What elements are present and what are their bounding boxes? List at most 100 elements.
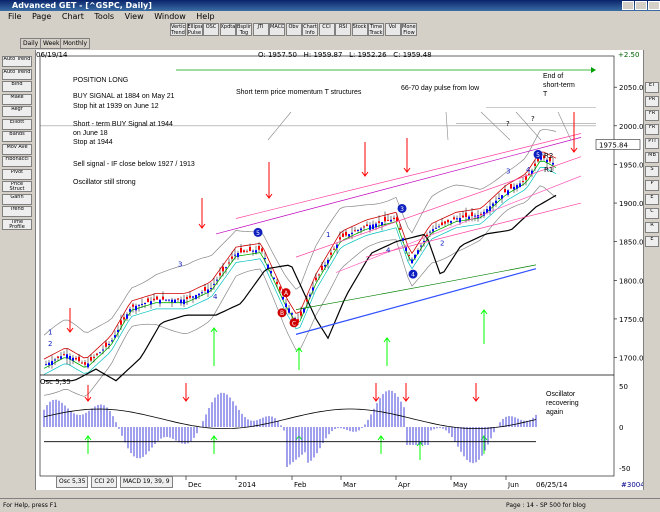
menu-tools[interactable]: Tools — [94, 12, 115, 21]
menu-view[interactable]: View — [124, 12, 144, 21]
end-short-term-note: short-term — [543, 82, 575, 89]
candle-body — [156, 296, 158, 300]
candle-body — [126, 314, 128, 319]
candle-body — [135, 305, 137, 311]
right-tool-6[interactable]: S — [645, 166, 659, 177]
right-tool-2[interactable]: FR — [645, 110, 659, 121]
toolbar-button-11[interactable]: Stock — [351, 23, 368, 36]
left-tool-1[interactable]: Auto Trend — [2, 68, 32, 80]
left-tool-0[interactable]: Auto Trend — [2, 56, 32, 67]
minimize-button[interactable] — [622, 1, 634, 10]
chart-area[interactable]: 5 3 4 5 A B C 1 2 3 4 1 4 2 3 4 R2 R1?? POSITION LONG BUY S… — [36, 50, 643, 490]
menu-chart[interactable]: Chart — [61, 12, 84, 21]
toolbar-button-0[interactable]: Vertical Trend — [170, 23, 186, 36]
candle-body — [150, 301, 152, 305]
up-arrowhead-icon — [377, 435, 385, 441]
tab-macd[interactable]: MACD 19, 39, 9 — [119, 476, 173, 488]
right-tool-0[interactable]: ET — [645, 82, 659, 93]
candle-body — [513, 186, 515, 190]
candle-body — [345, 231, 347, 236]
toolbar-button-2[interactable]: OSC — [203, 23, 219, 36]
close-button[interactable] — [648, 1, 660, 10]
toolbar-button-3[interactable]: Xpdta — [219, 23, 236, 36]
maximize-button[interactable] — [635, 1, 647, 10]
wave-circle-label: C — [292, 320, 296, 327]
right-tool-8[interactable]: E — [645, 194, 659, 205]
left-tool-9[interactable]: Pivot — [2, 168, 32, 180]
right-tool-4[interactable]: PTI — [645, 138, 659, 149]
sell-signal-note: Sell signal - IF close below 1927 / 1913 — [73, 161, 195, 168]
end-short-term-note: End of — [543, 73, 563, 80]
tab-osc[interactable]: Osc 5,35 — [56, 476, 89, 488]
candle-body — [171, 299, 173, 303]
status-page: Page : 14 - SP 500 for blog — [506, 502, 586, 509]
up-arrowhead-icon — [480, 309, 488, 315]
right-tool-11[interactable]: E — [645, 236, 659, 247]
tab-cci[interactable]: CCI 20 — [91, 476, 118, 488]
toolbar-button-1[interactable]: Ellipse Pulse — [186, 23, 203, 36]
osc-recovering-note: recovering — [546, 400, 579, 407]
menu-window[interactable]: Window — [154, 12, 186, 21]
candle-body — [366, 224, 368, 226]
candle-body — [216, 279, 218, 281]
right-tool-10[interactable]: R — [645, 222, 659, 233]
price-box — [595, 139, 641, 150]
candle-body — [432, 229, 434, 232]
tab-daily[interactable]: Daily — [20, 38, 42, 49]
month-label: Apr — [398, 481, 410, 489]
candle-body — [210, 288, 212, 290]
candle-body — [261, 248, 263, 252]
osc-axis-label: 0 — [619, 424, 623, 432]
right-tool-7[interactable]: P — [645, 180, 659, 191]
toolbar-button-14[interactable]: Money Flow — [401, 23, 417, 36]
menu-help[interactable]: Help — [196, 12, 215, 21]
left-tool-4[interactable]: Regr — [2, 106, 32, 117]
toolbar-button-6[interactable]: MACD — [269, 23, 285, 36]
right-tool-9[interactable]: C — [645, 208, 659, 219]
osc-recovering-note: again — [546, 409, 563, 416]
candle-body — [507, 190, 509, 195]
left-tool-10[interactable]: Price Struct — [2, 181, 32, 192]
menu-page[interactable]: Page — [31, 12, 52, 21]
candle-body — [57, 356, 59, 358]
candle-body — [120, 320, 122, 325]
price-axis-label: 1900.00 — [619, 200, 643, 208]
toolbar-button-13[interactable]: Vol — [384, 23, 401, 36]
left-tool-13[interactable]: Time Profile — [2, 218, 32, 230]
stop-note: Stop at 1944 — [73, 139, 113, 146]
left-tool-11[interactable]: Gann — [2, 193, 32, 205]
right-tool-5[interactable]: MB — [645, 152, 659, 163]
right-tool-3[interactable]: FR — [645, 124, 659, 135]
candle-body — [102, 349, 104, 351]
candle-body — [123, 317, 125, 320]
toolbar-button-10[interactable]: RSI — [335, 23, 351, 36]
candle-body — [351, 232, 353, 235]
price-axis-label: 1950.00 — [619, 161, 643, 169]
toolbar-button-12[interactable]: Time Track — [368, 23, 384, 36]
toolbar-button-9[interactable]: CCI — [318, 23, 335, 36]
candle-body — [528, 173, 530, 176]
candle-body — [231, 256, 233, 259]
right-tool-1[interactable]: PR — [645, 96, 659, 107]
toolbar-button-8[interactable]: Chart Info — [302, 23, 318, 36]
candle-body — [90, 357, 92, 361]
tab-monthly[interactable]: Monthly — [60, 38, 91, 49]
left-tool-12[interactable]: Trend — [2, 206, 32, 217]
candle-body — [162, 296, 164, 300]
menu-file[interactable]: File — [8, 12, 22, 21]
toolbar-button-4[interactable]: Bspline Tog — [236, 23, 252, 36]
candle-body — [300, 311, 302, 316]
left-tool-8[interactable]: Fibonacci — [2, 156, 32, 167]
upper-band — [43, 128, 557, 336]
left-tool-3[interactable]: Make — [2, 93, 32, 105]
position-label: POSITION LONG — [73, 77, 128, 84]
toolbar-button-7[interactable]: Obv — [285, 23, 302, 36]
left-tool-5[interactable]: Elliott — [2, 118, 32, 130]
candle-body — [180, 299, 182, 304]
toolbar-button-5[interactable]: JTI — [252, 23, 269, 36]
left-tool-2[interactable]: Bind — [2, 81, 32, 92]
long-ma — [44, 194, 557, 382]
left-tool-6[interactable]: Bands — [2, 131, 32, 142]
left-tool-7[interactable]: Mov Ave — [2, 143, 32, 155]
